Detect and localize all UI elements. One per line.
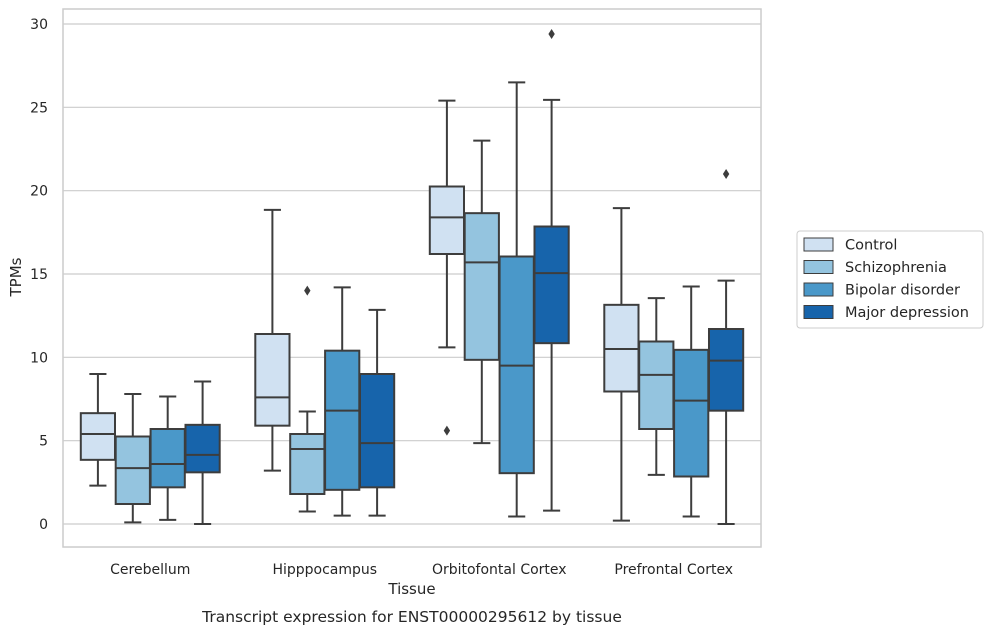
x-tick-label: Orbitofontal Cortex (432, 562, 567, 578)
plot-frame (62, 8, 762, 548)
y-tick-label: 10 (30, 350, 48, 366)
x-tick-label: Cerebellum (110, 562, 190, 578)
box-body (114, 435, 151, 505)
x-tick-label: Prefrontal Cortex (614, 562, 733, 578)
box-major-depression (707, 169, 745, 525)
box-control (428, 99, 466, 436)
box-body (463, 212, 500, 361)
y-tick-label: 15 (30, 267, 48, 283)
box-body (638, 340, 675, 430)
legend-swatch (803, 237, 834, 252)
legend-swatch (803, 282, 834, 297)
legend: Control Schizophrenia Bipolar disorder Majo… (796, 230, 984, 329)
box-body (254, 333, 291, 427)
box-body (673, 348, 710, 478)
box-body (358, 373, 396, 489)
y-tick-label: 0 (39, 517, 48, 533)
box-body (184, 423, 221, 474)
box-control (254, 208, 291, 472)
box-body (149, 428, 186, 489)
legend-frame (796, 230, 984, 329)
figure-caption: Transcript expression for ENST0000029561… (201, 608, 622, 626)
box-control (79, 373, 117, 487)
box-body (324, 349, 361, 491)
box-bipolar-disorder (498, 81, 535, 518)
box-schizophrenia (114, 393, 151, 524)
x-tick-labels: Cerebellum Hipppocampus Orbitofontal Corte… (110, 562, 733, 578)
box-schizophrenia (463, 139, 500, 445)
y-tick-label: 5 (39, 434, 48, 450)
y-tick-label: 20 (30, 184, 48, 200)
y-tick-labels: 0 5 10 15 20 25 30 (30, 17, 48, 533)
box-body (533, 225, 570, 345)
box-bipolar-disorder (149, 395, 186, 521)
outlier-point (548, 29, 555, 39)
box-body (79, 412, 117, 461)
y-tick-label: 25 (30, 100, 48, 116)
y-axis-label: TPMs (7, 257, 25, 297)
legend-label: Major depression (845, 305, 969, 321)
y-tick-label: 30 (30, 17, 48, 33)
box-body (289, 433, 326, 495)
legend-label: Schizophrenia (845, 260, 947, 276)
legend-label: Control (845, 238, 897, 254)
x-axis-label: Tissue (387, 580, 435, 598)
legend-swatch (803, 260, 834, 274)
outlier-point (304, 285, 311, 296)
legend-label: Bipolar disorder (845, 283, 960, 299)
box-schizophrenia (289, 285, 326, 513)
box-major-depression (184, 380, 221, 525)
box-major-depression (358, 308, 396, 517)
box-body (707, 328, 745, 412)
outlier-point (443, 425, 451, 436)
box-control (603, 207, 640, 522)
outlier-point (722, 169, 730, 179)
boxes (79, 29, 745, 525)
x-tick-label: Hipppocampus (272, 562, 377, 578)
box-body (428, 185, 466, 255)
box-bipolar-disorder (324, 286, 361, 517)
legend-swatch (803, 305, 834, 319)
box-bipolar-disorder (673, 285, 710, 518)
box-schizophrenia (638, 297, 675, 476)
box-major-depression (533, 29, 570, 512)
